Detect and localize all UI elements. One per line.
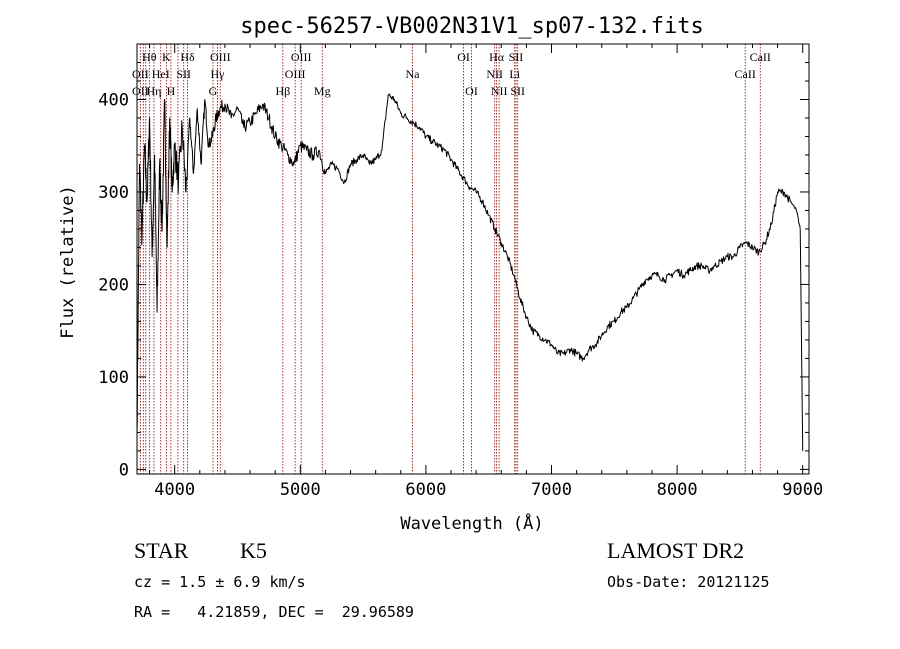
y-tick-label: 300 (98, 183, 129, 203)
spectral-line-label: OIII (285, 67, 306, 81)
spectral-line-label: HeI (152, 67, 170, 81)
y-axis-label: Flux (relative) (58, 185, 78, 339)
spectral-line-label: OIII (210, 50, 231, 64)
plot-area: 4000 5000 6000 7000 8000 9000 0 100 200 300 400 Hθ K… (98, 43, 823, 500)
spectral-line-label: Hα (489, 50, 505, 64)
spectral-line-label: NII (486, 67, 503, 81)
plot-frame (136, 43, 810, 475)
chart-title: spec-56257-VB002N31V1_sp07-132.fits (240, 14, 704, 39)
spectral-line-label: SII (176, 67, 191, 81)
x-tick-label: 9000 (782, 480, 823, 500)
spectral-line-label: Hγ (211, 67, 226, 81)
spectral-line-label: Li (509, 67, 520, 81)
x-tick-label: 4000 (154, 480, 195, 500)
spectral-line-label: Hη (146, 84, 161, 98)
spectral-line-label: G (209, 84, 218, 98)
spectral-line-label: NII (491, 84, 508, 98)
spectral-line-label: Mg (314, 84, 331, 98)
subclass-label: K5 (240, 538, 267, 563)
spectral-line-label: CaII (750, 50, 771, 64)
spectral-line-label: SII (509, 50, 524, 64)
spectral-line-label: Hδ (180, 50, 195, 64)
y-tick-label: 200 (98, 275, 129, 295)
spectral-line-label: Hβ (275, 84, 290, 98)
x-tick-label: 8000 (657, 480, 698, 500)
spectral-line-label: CaII (735, 67, 756, 81)
obs-date-label: Obs-Date: 20121125 (607, 573, 770, 591)
survey-label: LAMOST DR2 (607, 538, 745, 563)
x-tick-label: 5000 (280, 480, 321, 500)
spectral-line-label: OII (132, 84, 149, 98)
y-tick-label: 100 (98, 368, 129, 388)
spectral-line-label: OIII (291, 50, 312, 64)
spectral-line-label: H (167, 84, 176, 98)
spectral-line-label: OII (132, 67, 149, 81)
spectral-line-label: Hθ (142, 50, 157, 64)
spectral-line-label: Na (405, 67, 420, 81)
spectral-line-label: K (162, 50, 171, 64)
x-tick-label: 6000 (405, 480, 446, 500)
class-label: STAR (134, 538, 189, 563)
y-tick-label: 0 (119, 460, 129, 480)
x-tick-label: 7000 (531, 480, 572, 500)
x-axis-label: Wavelength (Å) (400, 512, 543, 534)
y-tick-label: 400 (98, 90, 129, 110)
coordinates-label: RA = 4.21859, DEC = 29.96589 (134, 603, 414, 621)
spectrum-line (136, 93, 804, 451)
spectral-line-label: OI (457, 50, 470, 64)
redshift-label: cz = 1.5 ± 6.9 km/s (134, 573, 306, 591)
spectral-line-label: OI (465, 84, 478, 98)
spectral-line-label: SII (510, 84, 525, 98)
